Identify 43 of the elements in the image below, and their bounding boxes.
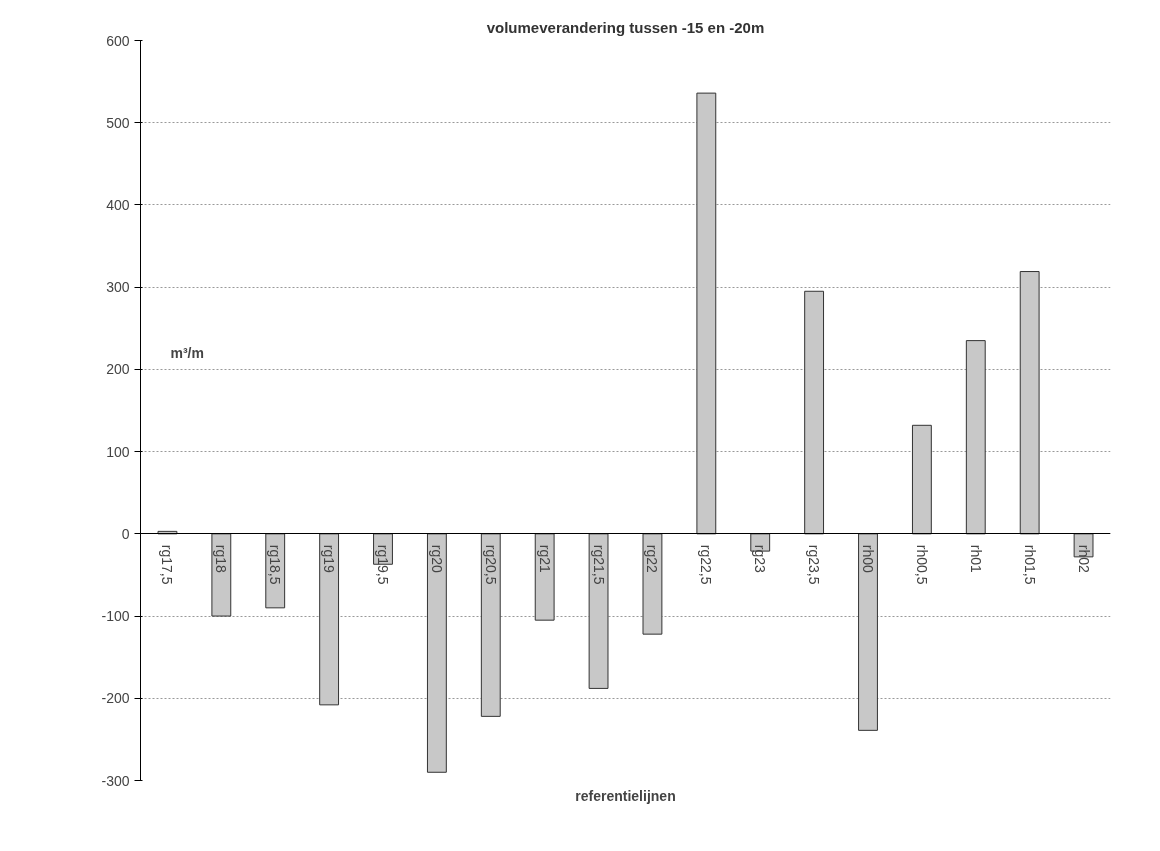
- x-tick-label: rg20: [428, 544, 445, 574]
- y-tick-label: 100: [106, 443, 130, 460]
- y-tick-label: 0: [121, 525, 130, 542]
- y-tick-label: -200: [101, 690, 130, 707]
- bar: [534, 533, 555, 621]
- x-tick-label: rh02: [1075, 544, 1092, 574]
- y-tick-label: 600: [106, 32, 130, 49]
- x-axis-title: referentielijnen: [575, 787, 676, 804]
- bar: [319, 533, 340, 706]
- x-tick-label: rg21: [536, 544, 553, 574]
- y-tick-label: 400: [106, 196, 130, 213]
- x-tick-label: rh01: [967, 544, 984, 574]
- x-tick-label: rg20,5: [482, 544, 499, 585]
- bar: [642, 533, 663, 635]
- bar: [696, 92, 717, 535]
- x-tick-label: rg18,5: [267, 544, 284, 585]
- y-tick-label: -100: [101, 608, 130, 625]
- bar: [588, 533, 609, 689]
- y-tick-label: -300: [101, 772, 130, 789]
- y-tick-label: 200: [106, 361, 130, 378]
- x-tick-label: rg21,5: [590, 544, 607, 585]
- chart-title: volumeverandering tussen -15 en -20m: [486, 18, 765, 36]
- x-tick-label: rh00,5: [913, 544, 930, 585]
- x-tick-label: rh00: [860, 544, 876, 574]
- x-tick-label: rg17,5: [159, 544, 176, 585]
- x-tick-label: rg19,5: [375, 544, 391, 585]
- bar: [911, 424, 932, 535]
- x-tick-label: rh01,5: [1021, 544, 1038, 585]
- bar: [480, 533, 501, 717]
- x-tick-label: rg18: [213, 544, 230, 574]
- bar: [858, 533, 878, 731]
- bar: [804, 290, 825, 535]
- y-tick-label: 300: [106, 279, 130, 296]
- x-tick-label: rg19: [321, 544, 338, 574]
- x-tick-label: rg23: [752, 544, 769, 574]
- x-tick-label: rg22,5: [698, 544, 715, 585]
- y-tick-label: 500: [106, 114, 130, 131]
- x-tick-label: rg23,5: [806, 544, 823, 585]
- bar: [1019, 271, 1040, 535]
- bar: [426, 533, 447, 773]
- bar: [965, 340, 986, 535]
- x-tick-label: rg22: [644, 544, 661, 574]
- y-axis-title: m³/m: [170, 344, 204, 361]
